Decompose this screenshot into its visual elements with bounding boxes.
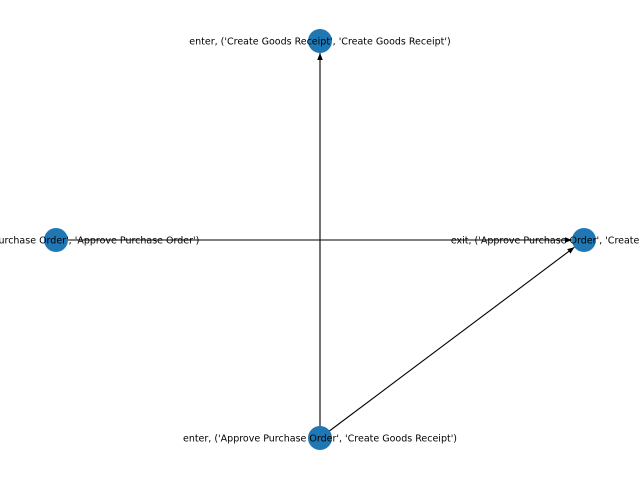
edge-n-bottom-to-n-right — [320, 247, 574, 438]
node-label-n-bottom: enter, ('Approve Purchase Order', 'Creat… — [183, 434, 457, 445]
node-label-n-right: exit, ('Approve Purchase Order', 'Create… — [451, 236, 640, 247]
node-label-n-left: enter, ('Approve Purchase Order', 'Appro… — [0, 236, 199, 247]
node-label-n-top: enter, ('Create Goods Receipt', 'Create … — [189, 37, 450, 48]
